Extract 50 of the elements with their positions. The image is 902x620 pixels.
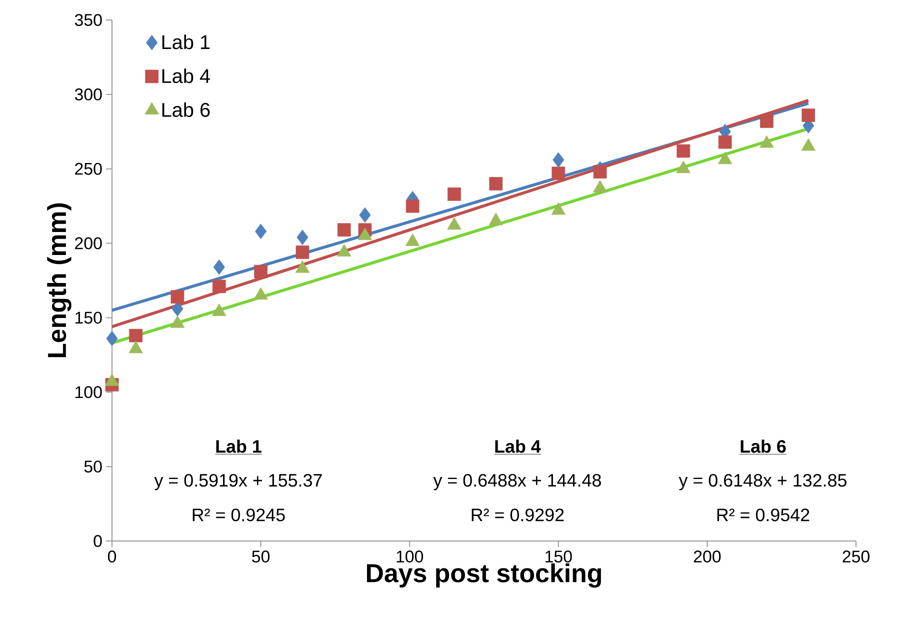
point <box>552 152 564 168</box>
point <box>212 280 226 294</box>
point <box>802 108 816 122</box>
annotation: Lab 6 <box>740 440 786 453</box>
x-tick-label: 50 <box>252 550 270 563</box>
legend-label: Lab 4 <box>162 68 210 84</box>
annotation: R² = 0.9292 <box>472 508 564 522</box>
point <box>296 230 308 245</box>
point <box>489 177 503 190</box>
point <box>337 223 351 237</box>
annotation: y = 0.5919x + 155.37 <box>154 474 322 490</box>
point <box>552 166 566 180</box>
x-tick-label: 100 <box>396 550 424 563</box>
point <box>129 328 142 342</box>
y-tick-label: 350 <box>74 14 102 26</box>
annotation: Lab 1 <box>216 440 262 453</box>
y-tick-label: 50 <box>84 460 102 473</box>
x-tick-label: 250 <box>842 550 870 563</box>
point <box>760 114 774 128</box>
x-tick-label: 0 <box>108 550 116 563</box>
annotation: y = 0.6148x + 132.85 <box>678 474 846 490</box>
y-axis-title: Length (mm) <box>47 203 72 358</box>
annotation: Lab 4 <box>495 440 541 453</box>
point <box>172 301 184 316</box>
point <box>676 144 690 158</box>
y-tick-label: 0 <box>94 535 102 547</box>
point <box>170 290 184 304</box>
y-tick-label: 200 <box>75 237 102 250</box>
legend-label: Lab 6 <box>162 102 210 117</box>
annotation: R² = 0.9245 <box>192 508 285 522</box>
point <box>359 207 371 223</box>
y-tick-label: 250 <box>75 162 102 175</box>
y-tick-label: 100 <box>76 386 102 398</box>
x-axis-title: Days post stocking <box>366 563 601 588</box>
point <box>406 199 420 213</box>
annotation: R² = 0.9542 <box>717 508 810 522</box>
point <box>593 165 607 179</box>
point <box>106 330 118 346</box>
y-tick-label: 300 <box>74 88 102 100</box>
point <box>254 264 268 278</box>
y-tick-label: 150 <box>76 312 102 324</box>
point <box>255 224 267 240</box>
legend-label: Lab 1 <box>162 34 210 50</box>
x-tick-label: 200 <box>694 550 721 563</box>
point <box>296 246 310 259</box>
annotation: y = 0.6488x + 144.48 <box>433 474 601 490</box>
point <box>718 135 732 149</box>
point <box>213 259 225 275</box>
point <box>448 187 461 201</box>
x-tick-label: 150 <box>546 550 572 563</box>
